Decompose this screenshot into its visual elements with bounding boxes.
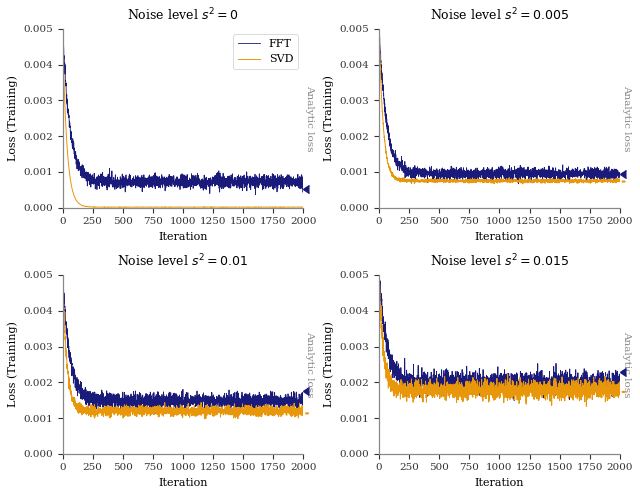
- SVD: [176, 409, 184, 415]
- Title: Noise level $s^2 = 0.015$: Noise level $s^2 = 0.015$: [430, 253, 569, 270]
- SVD: [375, 25, 383, 31]
- FFT: [486, 379, 493, 385]
- Line: FFT: FFT: [379, 267, 620, 400]
- FFT: [170, 391, 177, 396]
- SVD: [59, 267, 67, 273]
- SVD: [609, 177, 617, 183]
- FFT: [375, 22, 383, 28]
- Line: FFT: FFT: [63, 277, 303, 415]
- FFT: [248, 399, 256, 405]
- X-axis label: Iteration: Iteration: [158, 478, 207, 488]
- SVD: [71, 195, 79, 200]
- Legend: FFT, SVD: FFT, SVD: [233, 35, 298, 69]
- Title: Noise level $s^2 = 0$: Noise level $s^2 = 0$: [127, 7, 239, 24]
- Title: Noise level $s^2 = 0.005$: Noise level $s^2 = 0.005$: [430, 7, 569, 24]
- SVD: [387, 170, 395, 176]
- SVD: [609, 387, 617, 393]
- SVD: [582, 403, 590, 409]
- SVD: [565, 392, 573, 398]
- X-axis label: Iteration: Iteration: [475, 478, 524, 488]
- SVD: [616, 177, 623, 183]
- FFT: [176, 180, 184, 186]
- FFT: [609, 172, 616, 178]
- SVD: [486, 388, 493, 394]
- Y-axis label: Analytic loss: Analytic loss: [305, 331, 314, 397]
- Line: SVD: SVD: [63, 29, 303, 207]
- FFT: [71, 376, 79, 382]
- SVD: [170, 204, 177, 210]
- SVD: [292, 405, 300, 411]
- FFT: [510, 397, 518, 403]
- FFT: [609, 168, 617, 174]
- FFT: [292, 404, 300, 410]
- FFT: [176, 404, 184, 410]
- FFT: [387, 150, 395, 156]
- Y-axis label: Analytic loss: Analytic loss: [305, 85, 314, 151]
- FFT: [492, 377, 500, 383]
- SVD: [248, 204, 256, 210]
- SVD: [609, 180, 616, 186]
- Y-axis label: Loss (Training): Loss (Training): [7, 321, 17, 407]
- FFT: [59, 27, 67, 33]
- SVD: [170, 406, 177, 412]
- Title: Noise level $s^2 = 0.01$: Noise level $s^2 = 0.01$: [117, 253, 248, 270]
- SVD: [248, 405, 256, 411]
- FFT: [252, 192, 259, 198]
- FFT: [515, 181, 522, 187]
- Y-axis label: Loss (Training): Loss (Training): [7, 75, 17, 161]
- SVD: [388, 379, 396, 385]
- FFT: [261, 412, 269, 418]
- SVD: [59, 26, 67, 32]
- FFT: [375, 264, 383, 270]
- FFT: [609, 375, 616, 381]
- FFT: [292, 389, 300, 395]
- FFT: [300, 396, 307, 401]
- Line: SVD: SVD: [379, 273, 620, 406]
- SVD: [200, 416, 208, 422]
- SVD: [300, 412, 307, 418]
- FFT: [170, 181, 177, 187]
- Line: FFT: FFT: [379, 25, 620, 184]
- SVD: [375, 272, 383, 278]
- Line: SVD: SVD: [63, 270, 303, 419]
- FFT: [292, 177, 300, 183]
- FFT: [387, 358, 395, 364]
- Y-axis label: Analytic loss: Analytic loss: [622, 331, 631, 397]
- SVD: [616, 390, 623, 396]
- FFT: [492, 168, 500, 174]
- FFT: [248, 180, 256, 186]
- SVD: [292, 204, 300, 210]
- FFT: [616, 170, 623, 176]
- Line: FFT: FFT: [63, 30, 303, 195]
- Line: SVD: SVD: [379, 28, 620, 184]
- SVD: [176, 204, 184, 210]
- SVD: [292, 411, 300, 417]
- Y-axis label: Loss (Training): Loss (Training): [323, 321, 334, 407]
- FFT: [486, 173, 493, 179]
- SVD: [71, 400, 79, 406]
- X-axis label: Iteration: Iteration: [158, 232, 207, 242]
- Y-axis label: Loss (Training): Loss (Training): [323, 75, 334, 161]
- FFT: [292, 181, 300, 187]
- Y-axis label: Analytic loss: Analytic loss: [622, 85, 631, 151]
- FFT: [59, 274, 67, 280]
- X-axis label: Iteration: Iteration: [475, 232, 524, 242]
- FFT: [565, 376, 573, 382]
- FFT: [59, 277, 67, 283]
- SVD: [207, 204, 215, 210]
- SVD: [565, 178, 573, 184]
- SVD: [376, 270, 383, 276]
- SVD: [518, 181, 526, 187]
- SVD: [292, 204, 300, 210]
- FFT: [71, 151, 79, 157]
- SVD: [492, 179, 500, 185]
- FFT: [609, 379, 617, 385]
- FFT: [616, 373, 623, 379]
- FFT: [565, 173, 573, 179]
- SVD: [609, 384, 617, 390]
- SVD: [492, 382, 500, 388]
- FFT: [300, 172, 307, 178]
- SVD: [486, 179, 493, 185]
- SVD: [300, 204, 307, 210]
